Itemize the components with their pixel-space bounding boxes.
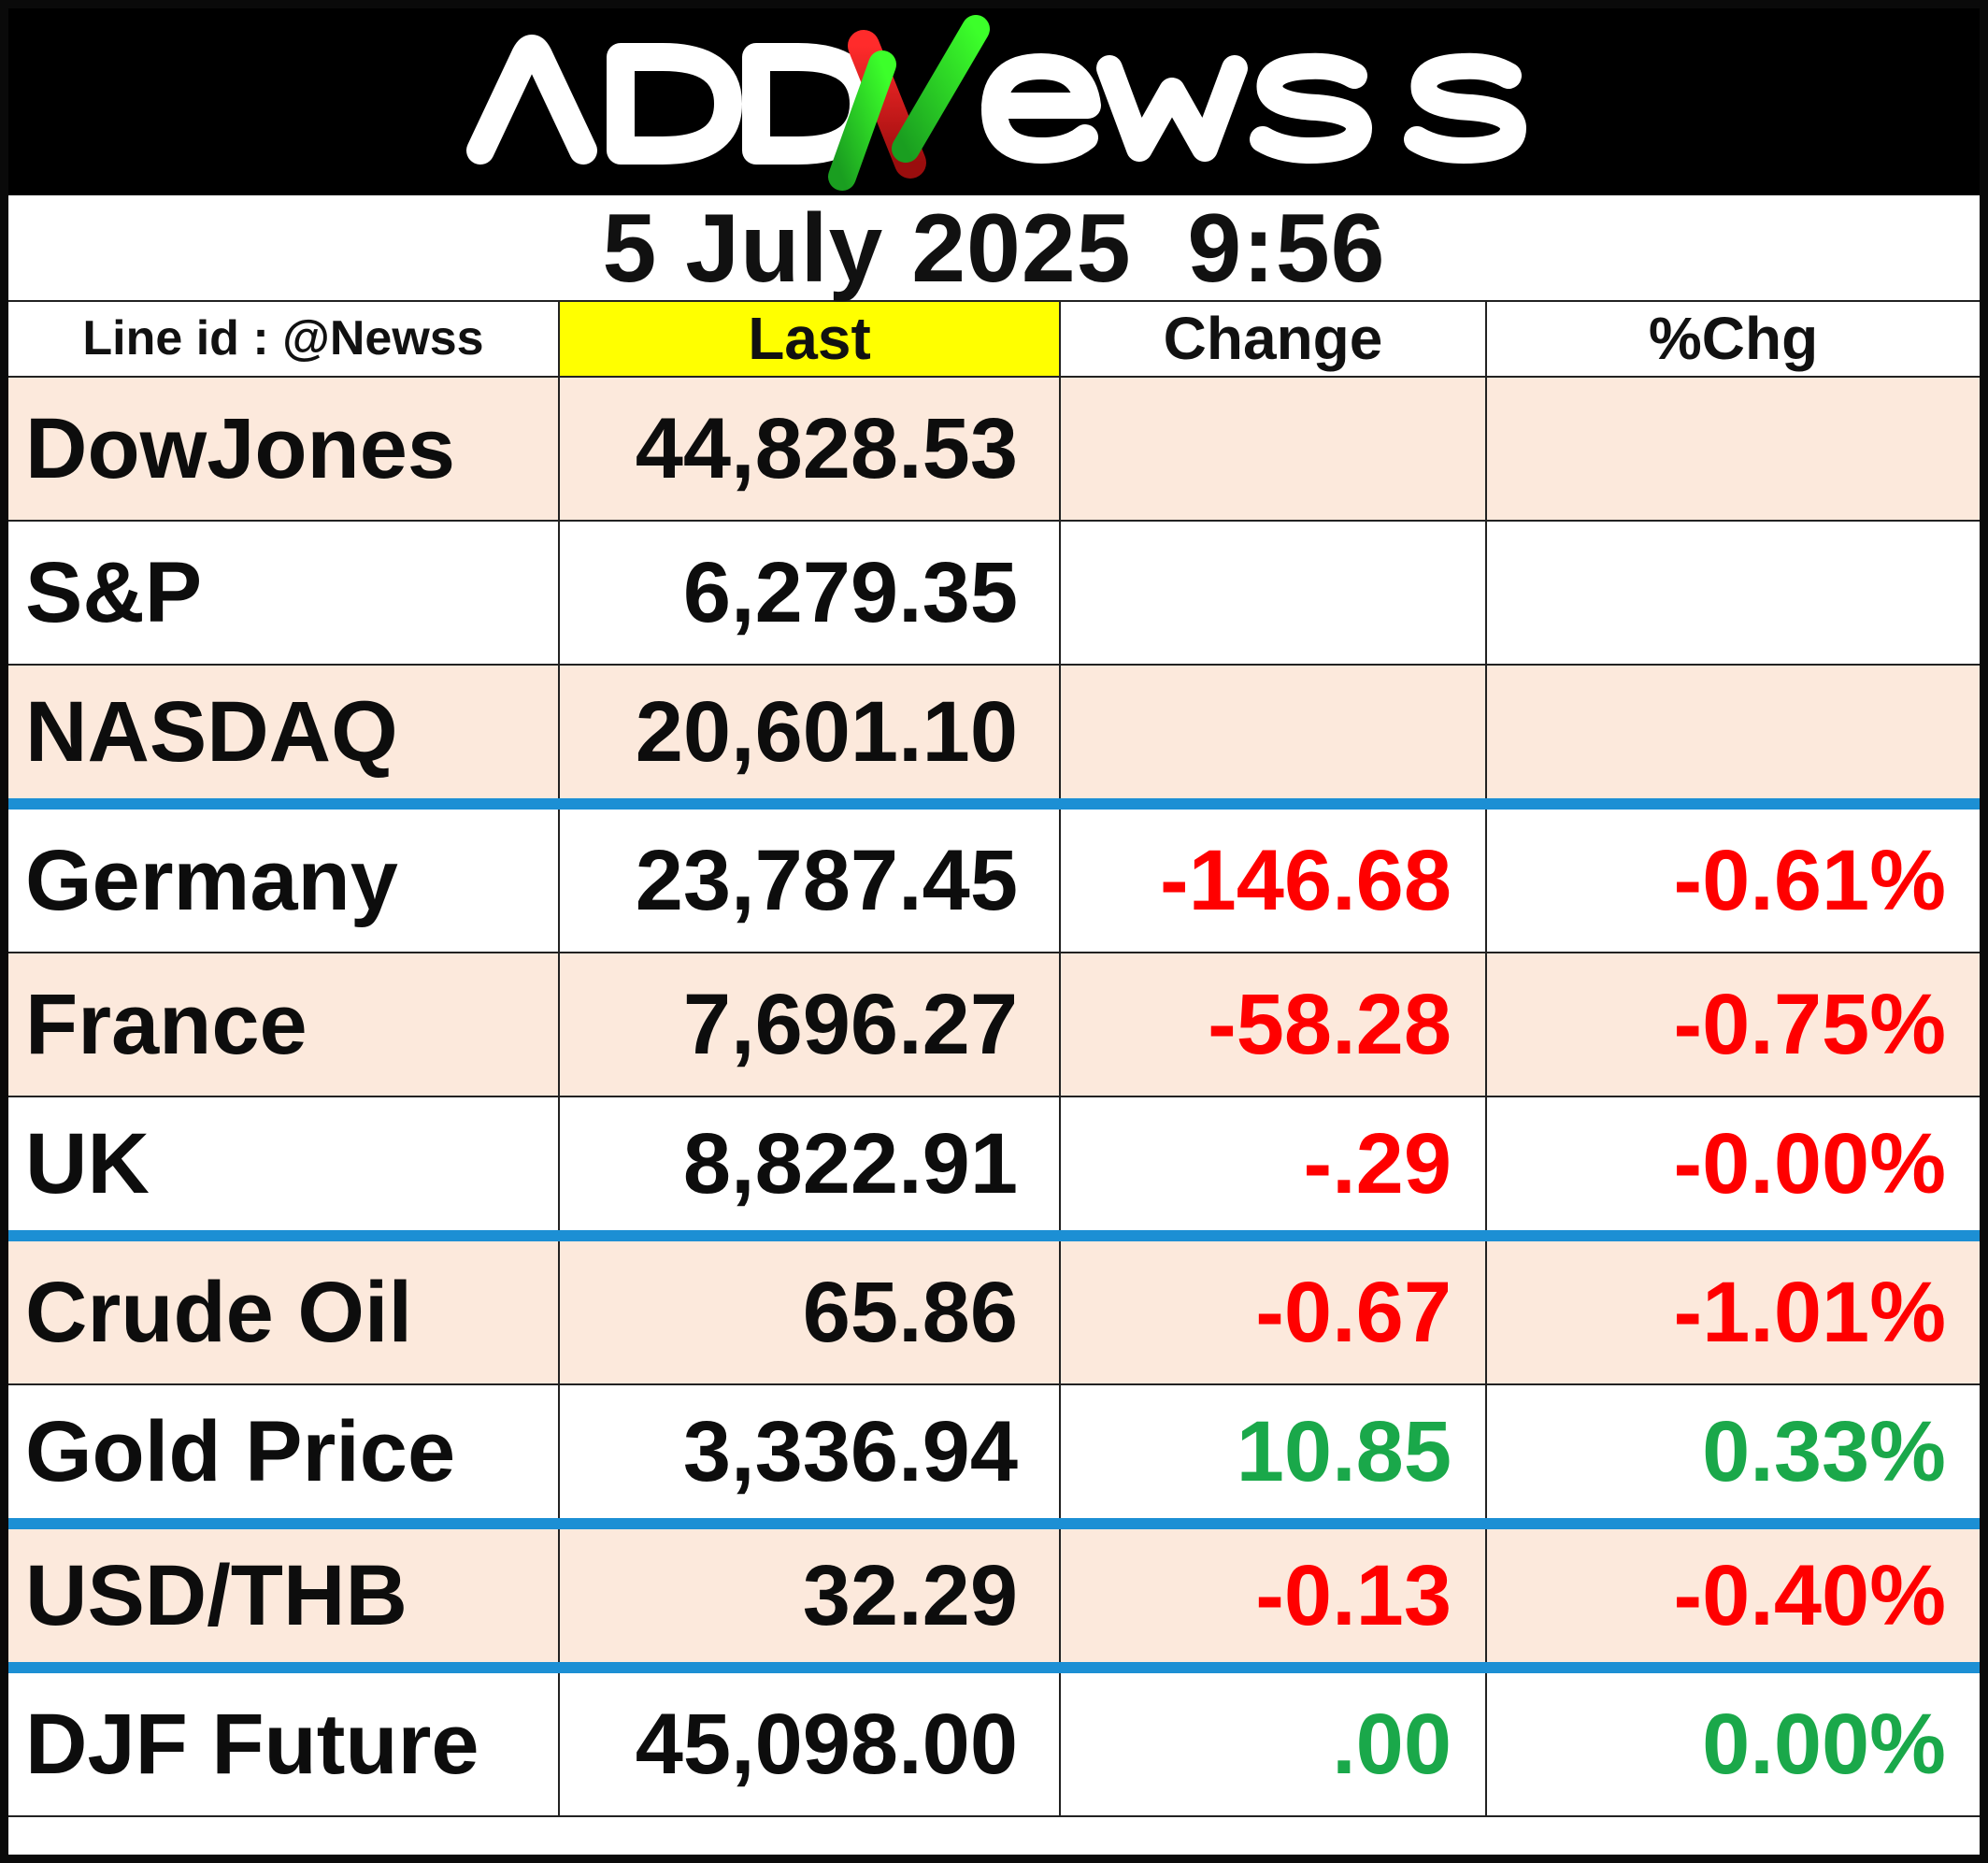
row-pct-change: -0.61%: [1486, 804, 1980, 953]
row-name: UK: [8, 1096, 560, 1241]
row-pct-change: [1486, 521, 1980, 666]
row-last: 23,787.45: [559, 804, 1061, 953]
row-pct-change: -0.00%: [1486, 1096, 1980, 1241]
date-time: 5 July 2025 9:56: [602, 194, 1386, 303]
row-last: 45,098.00: [559, 1668, 1061, 1817]
table-row: DJF Future 45,098.00 .00 0.00%: [8, 1668, 1980, 1817]
row-change: 10.85: [1060, 1384, 1487, 1529]
row-change: -0.13: [1060, 1524, 1487, 1673]
row-last: 8,822.91: [559, 1096, 1061, 1241]
column-header-line-id: Line id : @Newss: [8, 302, 560, 378]
row-last: 6,279.35: [559, 521, 1061, 666]
row-name: Gold Price: [8, 1384, 560, 1529]
row-change: -0.67: [1060, 1236, 1487, 1385]
row-pct-change: -1.01%: [1486, 1236, 1980, 1385]
row-name: France: [8, 953, 560, 1097]
row-last: 3,336.94: [559, 1384, 1061, 1529]
row-name: USD/THB: [8, 1524, 560, 1673]
date-time-row: 5 July 2025 9:56: [8, 195, 1980, 302]
table-row: S&P 6,279.35: [8, 521, 1980, 666]
row-change: .00: [1060, 1668, 1487, 1817]
table-row: France 7,696.27 -58.28 -0.75%: [8, 953, 1980, 1097]
row-pct-change: -0.75%: [1486, 953, 1980, 1097]
table-row: Gold Price 3,336.94 10.85 0.33%: [8, 1384, 1980, 1529]
table-row: USD/THB 32.29 -0.13 -0.40%: [8, 1524, 1980, 1673]
row-last: 32.29: [559, 1524, 1061, 1673]
row-pct-change: [1486, 665, 1980, 810]
row-last: 20,601.10: [559, 665, 1061, 810]
column-header-pct-change: %Chg: [1486, 302, 1980, 378]
row-name: DowJones: [8, 377, 560, 522]
row-change: -146.68: [1060, 804, 1487, 953]
row-change: -58.28: [1060, 953, 1487, 1097]
row-last: 44,828.53: [559, 377, 1061, 522]
row-name: S&P: [8, 521, 560, 666]
row-name: NASDAQ: [8, 665, 560, 810]
brand-logo: [466, 15, 1526, 191]
row-name: Germany: [8, 804, 560, 953]
table-row: DowJones 44,828.53: [8, 377, 1980, 522]
column-header-last: Last: [559, 302, 1061, 378]
column-header-row: Line id : @Newss Last Change %Chg: [8, 302, 1980, 378]
header-bar: [8, 8, 1980, 195]
quotes-table: Line id : @Newss Last Change %Chg DowJon…: [8, 302, 1980, 1817]
row-change: -.29: [1060, 1096, 1487, 1241]
row-pct-change: 0.33%: [1486, 1384, 1980, 1529]
table-row: UK 8,822.91 -.29 -0.00%: [8, 1096, 1980, 1241]
row-pct-change: 0.00%: [1486, 1668, 1980, 1817]
row-pct-change: [1486, 377, 1980, 522]
row-name: Crude Oil: [8, 1236, 560, 1385]
row-pct-change: -0.40%: [1486, 1524, 1980, 1673]
row-change: [1060, 377, 1487, 522]
row-name: DJF Future: [8, 1668, 560, 1817]
row-last: 7,696.27: [559, 953, 1061, 1097]
row-change: [1060, 665, 1487, 810]
row-change: [1060, 521, 1487, 666]
table-row: Crude Oil 65.86 -0.67 -1.01%: [8, 1236, 1980, 1385]
table-row: Germany 23,787.45 -146.68 -0.61%: [8, 804, 1980, 953]
row-last: 65.86: [559, 1236, 1061, 1385]
column-header-change: Change: [1060, 302, 1487, 378]
table-row: NASDAQ 20,601.10: [8, 665, 1980, 810]
